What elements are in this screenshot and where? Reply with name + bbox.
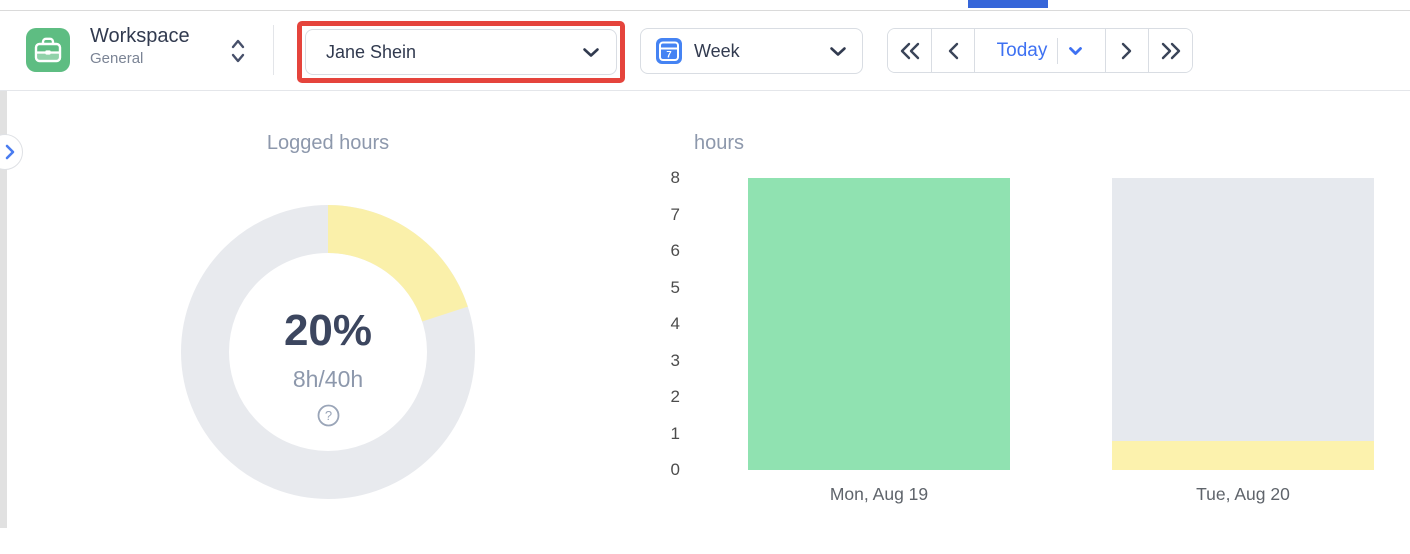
chevron-right-icon (5, 144, 15, 160)
day-bar-1[interactable] (748, 178, 1010, 470)
x-axis-day-label: Mon, Aug 19 (829, 484, 929, 504)
workspace-briefcase-icon[interactable] (26, 28, 70, 72)
svg-text:7: 7 (666, 50, 671, 61)
period-selector-dropdown[interactable]: 7 Week (640, 28, 863, 74)
logged-percent-value: 20% (283, 306, 373, 355)
calendar-week-icon: 7 (656, 38, 682, 64)
bar-segment-capacity-remaining (1112, 178, 1374, 441)
next-period-button[interactable] (1106, 29, 1149, 72)
y-axis-tick-label: 5 (670, 277, 680, 297)
bar-chart-title: hours (694, 132, 745, 154)
member-selector-dropdown[interactable]: Jane Shein (305, 29, 617, 75)
chevron-down-icon (829, 46, 847, 57)
chevron-right-icon (1121, 42, 1132, 59)
header-bar: Workspace General Jane Shein (0, 11, 1410, 91)
workspace-switch-chevrons-icon[interactable] (230, 37, 246, 65)
logged-hours-donut-chart (181, 205, 475, 499)
y-axis-tick-label: 6 (670, 241, 680, 260)
chevron-left-icon (948, 42, 959, 59)
y-axis-tick-label: 8 (670, 168, 680, 187)
day-bar-2[interactable] (1112, 178, 1374, 470)
y-axis-tick-label: 1 (670, 423, 680, 443)
y-axis-tick-label: 4 (670, 314, 680, 333)
bar-segment-partial-logged (1112, 440, 1374, 470)
period-selector-value: Week (694, 40, 740, 61)
y-axis-tick-label: 3 (670, 350, 680, 370)
header-divider (273, 25, 274, 75)
chevron-down-icon (582, 47, 600, 58)
tabbar-divider (0, 10, 1410, 11)
active-tab-indicator (968, 0, 1048, 8)
workspace-subtitle: General (90, 50, 144, 67)
annotation-box: Jane Shein (297, 21, 625, 83)
today-chevron-down-icon[interactable] (1068, 46, 1083, 56)
prev-period-button[interactable] (932, 29, 975, 72)
member-selector-value: Jane Shein (326, 41, 417, 62)
help-icon[interactable]: ? (317, 404, 340, 427)
y-axis-tick-label: 2 (670, 387, 680, 406)
bar-plot: 8 7 6 5 4 3 2 1 0 Mon, Aug 19 Tue, Aug 20 (671, 168, 1390, 504)
svg-text:?: ? (325, 408, 332, 423)
collapsed-sidebar-edge (0, 91, 7, 528)
y-axis-tick-label: 7 (670, 204, 680, 224)
chevrons-right-icon (1161, 42, 1180, 59)
bar-segment-logged (748, 178, 1010, 470)
today-button-label: Today (996, 39, 1048, 61)
x-axis-day-label: Tue, Aug 20 (1196, 484, 1290, 504)
jump-prev-period-button[interactable] (888, 29, 932, 72)
today-button[interactable]: Today (975, 29, 1106, 72)
today-caret-divider (1057, 37, 1059, 64)
logged-hours-ratio: 8h/40h (292, 366, 364, 392)
y-axis-tick-label: 0 (670, 460, 680, 479)
donut-center-overlay: 20% 8h/40h ? (178, 202, 478, 502)
sidebar-expand-button[interactable] (0, 134, 23, 170)
donut-chart-title: Logged hours (266, 132, 390, 154)
workspace-switcher[interactable]: Workspace General (90, 23, 190, 68)
jump-next-period-button[interactable] (1149, 29, 1192, 72)
chevrons-left-icon (900, 42, 919, 59)
date-navigation-group: Today (887, 28, 1193, 73)
donut-segment-logged (181, 205, 475, 499)
workspace-title: Workspace (90, 25, 190, 47)
